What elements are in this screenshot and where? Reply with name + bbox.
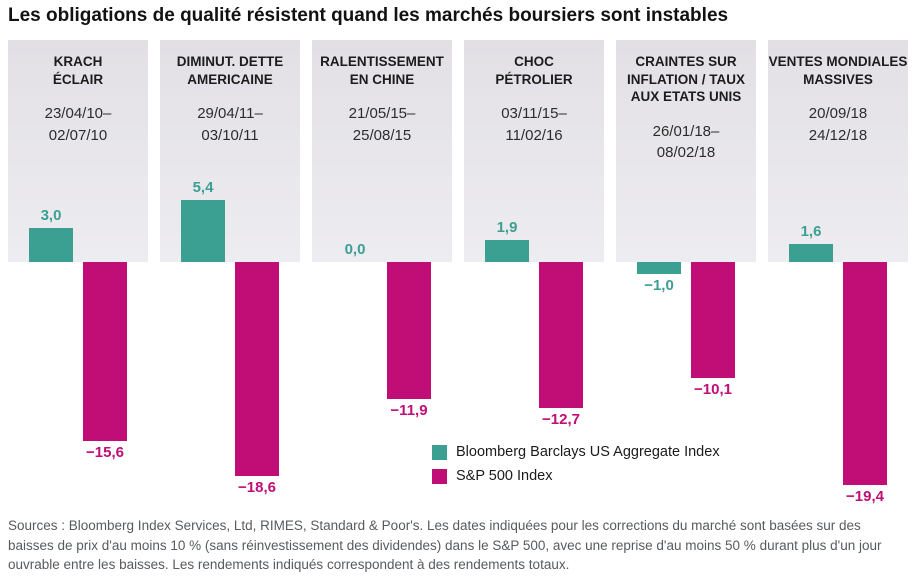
source-note: Sources : Bloomberg Index Services, Ltd,… — [8, 518, 882, 573]
sp500-bar — [691, 262, 735, 379]
event-dates: 20/09/18 24/12/18 — [808, 105, 868, 144]
sp500-bar — [539, 262, 583, 409]
event-name: CRAINTES SUR INFLATION / TAUX AUX ETATS UN… — [627, 54, 745, 105]
bond-bar — [637, 262, 681, 274]
event-dates: 26/01/18– 08/02/18 — [652, 122, 720, 162]
event-header: KRACH ÉCLAIR 23/04/10– 02/07/10 — [8, 40, 148, 147]
sp500-value-label: −12,7 — [542, 411, 580, 429]
legend-label: Bloomberg Barclays US Aggregate Index — [456, 444, 720, 460]
legend-label: S&P 500 Index — [456, 468, 553, 484]
sp500-bar — [235, 262, 279, 476]
sp500-bar — [387, 262, 431, 399]
event-header: VENTES MONDIALES MASSIVES 20/09/18 24/12/18 — [768, 40, 908, 147]
event-column-6: VENTES MONDIALES MASSIVES 20/09/18 24/12/18… — [768, 40, 908, 512]
bond-bar — [789, 243, 833, 262]
event-column-1: KRACH ÉCLAIR 23/04/10– 02/07/10 3,0 −15,6 — [8, 40, 148, 512]
sp500-value-label: −19,4 — [846, 488, 884, 506]
legend-item-sp500: S&P 500 Index — [432, 468, 720, 484]
event-dates: 03/11/15– 11/02/16 — [501, 105, 567, 144]
event-dates: 21/05/15– 25/08/15 — [348, 105, 416, 144]
legend-item-aggregate-index: Bloomberg Barclays US Aggregate Index — [432, 444, 720, 460]
chart-legend: Bloomberg Barclays US Aggregate Index S&… — [432, 444, 720, 492]
bond-value-label: 5,4 — [192, 178, 214, 196]
event-column-2: DIMINUT. DETTE AMERICAINE 29/04/11– 03/10/1… — [160, 40, 300, 512]
event-panel — [768, 40, 908, 262]
bond-value-label: 1,6 — [800, 222, 822, 240]
page-title: Les obligations de qualité résistent qua… — [8, 5, 729, 26]
event-panel — [8, 40, 148, 262]
event-name: VENTES MONDIALES MASSIVES — [768, 54, 908, 87]
event-panel — [312, 40, 452, 262]
event-column-5: CRAINTES SUR INFLATION / TAUX AUX ETATS UN… — [616, 40, 756, 512]
sp500-bar — [83, 262, 127, 442]
bond-bar — [29, 227, 73, 262]
sp500-value-label: −18,6 — [238, 478, 276, 496]
event-column-4: CHOC PÉTROLIER 03/11/15– 11/02/16 1,9 −12,7 — [464, 40, 604, 512]
event-name: CHOC PÉTROLIER — [495, 54, 573, 87]
event-name: RALENTISSEMENT EN CHINE — [320, 54, 444, 87]
bond-value-label: 0,0 — [344, 241, 366, 258]
aggregate-index-swatch-icon — [432, 444, 447, 460]
chart-columns: KRACH ÉCLAIR 23/04/10– 02/07/10 3,0 −15,6 DIMI… — [8, 40, 908, 512]
bond-bar — [181, 199, 225, 262]
event-header: DIMINUT. DETTE AMERICAINE 29/04/11– 03/10/1… — [160, 40, 300, 147]
event-dates: 23/04/10– 02/07/10 — [44, 105, 112, 144]
event-dates: 29/04/11– 03/10/11 — [197, 105, 263, 144]
bond-value-label: 1,9 — [496, 219, 518, 237]
event-header: CHOC PÉTROLIER 03/11/15– 11/02/16 — [464, 40, 604, 147]
sp500-swatch-icon — [432, 468, 447, 484]
sp500-bar — [843, 262, 887, 486]
sp500-value-label: −11,9 — [390, 401, 428, 419]
event-name: KRACH ÉCLAIR — [52, 54, 104, 87]
bond-value-label: −1,0 — [644, 276, 674, 294]
event-panel — [616, 40, 756, 262]
sp500-value-label: −15,6 — [86, 444, 124, 462]
event-name: DIMINUT. DETTE AMERICAINE — [176, 54, 284, 87]
sp500-value-label: −10,1 — [694, 381, 732, 399]
event-header: CRAINTES SUR INFLATION / TAUX AUX ETATS UN… — [616, 40, 756, 164]
event-panel — [464, 40, 604, 262]
event-column-3: RALENTISSEMENT EN CHINE 21/05/15– 25/08/15 0… — [312, 40, 452, 512]
bond-value-label: 3,0 — [40, 206, 62, 224]
bond-bar — [485, 240, 529, 262]
event-header: RALENTISSEMENT EN CHINE 21/05/15– 25/08/15 — [312, 40, 452, 147]
